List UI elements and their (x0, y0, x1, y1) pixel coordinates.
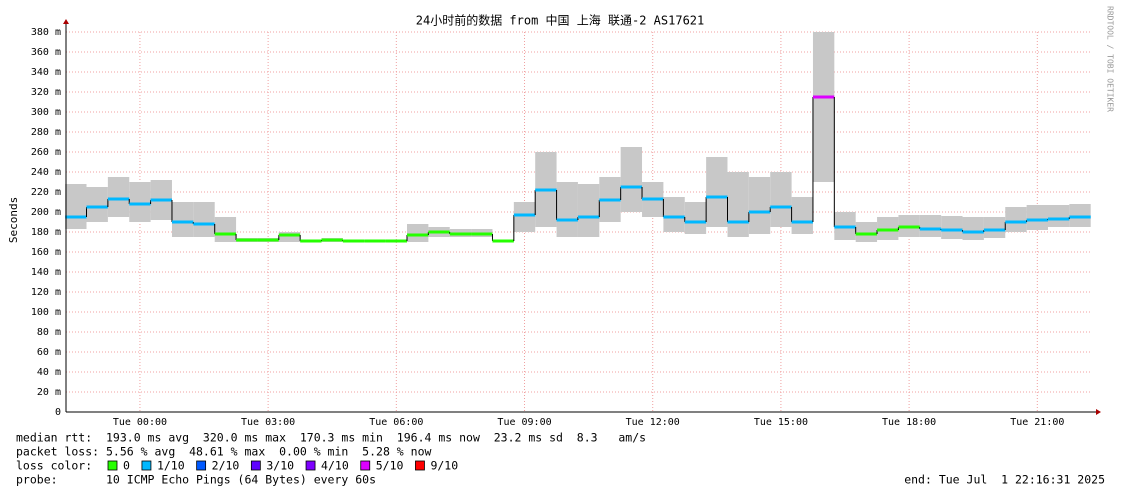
smoke-band (919, 215, 942, 237)
y-tick-label: 340 m (31, 67, 61, 78)
loss-color-label: loss color: (16, 459, 92, 473)
smoke-band (86, 187, 108, 222)
smoke-band (1005, 207, 1027, 232)
y-tick-label: 60 m (37, 347, 61, 358)
legend-label: 4/10 (321, 459, 349, 473)
legend-swatch (305, 460, 316, 471)
legend-label: 3/10 (266, 459, 294, 473)
y-tick-label: 100 m (31, 307, 61, 318)
y-tick-label: 200 m (31, 207, 61, 218)
y-tick-label: 280 m (31, 127, 61, 138)
smoke-band (278, 232, 301, 242)
smoke-band (129, 182, 151, 222)
y-tick-label: 180 m (31, 227, 61, 238)
smoke-band (770, 172, 792, 227)
smoke-band (107, 177, 130, 217)
smoke-band (65, 184, 87, 229)
axis-arrow (1096, 409, 1101, 415)
smoke-band (812, 32, 835, 182)
smoke-band (577, 184, 600, 237)
x-tick-label: Tue 09:00 (497, 417, 551, 428)
y-tick-label: 380 m (31, 27, 61, 38)
x-tick-label: Tue 12:00 (626, 417, 680, 428)
legend-label: 5/10 (376, 459, 404, 473)
legend-swatch (141, 460, 152, 471)
smoke-band (1047, 205, 1070, 227)
smoke-band (513, 202, 536, 232)
x-tick-label: Tue 06:00 (369, 417, 423, 428)
smoke-band (684, 202, 707, 234)
y-tick-label: 140 m (31, 267, 61, 278)
smoke-band (748, 177, 771, 234)
y-tick-label: 240 m (31, 167, 61, 178)
smoke-band (791, 197, 813, 234)
y-axis-label: Seconds (7, 197, 20, 243)
x-tick-label: Tue 03:00 (241, 417, 295, 428)
x-tick-label: Tue 15:00 (754, 417, 808, 428)
y-tick-label: 360 m (31, 47, 61, 58)
end-time: end: Tue Jul 1 22:16:31 2025 (904, 473, 1105, 487)
axis-arrow (63, 19, 69, 24)
chart-title: 24小时前的数据 from 中国 上海 联通-2 AS17621 (416, 13, 705, 28)
y-tick-label: 320 m (31, 87, 61, 98)
legend-swatch (250, 460, 261, 471)
y-tick-label: 80 m (37, 327, 61, 338)
y-tick-label: 160 m (31, 247, 61, 258)
y-tick-label: 300 m (31, 107, 61, 118)
plot-data (65, 32, 1091, 243)
smoke-band (941, 216, 963, 239)
legend-label: 0 (123, 459, 130, 473)
smoke-band (983, 217, 1006, 238)
y-tick-label: 120 m (31, 287, 61, 298)
stats-median: median rtt: 193.0 ms avg 320.0 ms max 17… (16, 431, 646, 445)
legend-label: 1/10 (157, 459, 185, 473)
smoke-band (193, 202, 215, 237)
smoke-band (855, 222, 878, 242)
legend-swatch (107, 460, 118, 471)
smoke-band (962, 217, 984, 240)
smoke-band (1026, 205, 1048, 230)
y-tick-label: 220 m (31, 187, 61, 198)
stats-loss: packet loss: 5.56 % avg 48.61 % max 0.00… (16, 445, 431, 459)
watermark: RRDTOOL / TOBI OETIKER (1106, 6, 1115, 112)
legend-label: 2/10 (212, 459, 240, 473)
y-tick-label: 40 m (37, 367, 61, 378)
smoke-band (620, 147, 643, 212)
legend-swatch (360, 460, 371, 471)
legend-swatch (415, 460, 425, 471)
smoke-band (407, 224, 429, 242)
smoke-band (663, 197, 685, 232)
legend-swatch (196, 460, 207, 471)
smoke-band (171, 202, 194, 237)
smoke-band (556, 182, 578, 237)
smoke-band (706, 157, 728, 227)
y-tick-label: 0 (55, 407, 61, 418)
x-tick-label: Tue 00:00 (113, 417, 167, 428)
x-tick-label: Tue 18:00 (882, 417, 936, 428)
y-tick-label: 260 m (31, 147, 61, 158)
legend-label: 9/10 (430, 459, 458, 473)
smoke-band (727, 172, 749, 237)
x-tick-label: Tue 21:00 (1010, 417, 1064, 428)
stats-probe: probe: 10 ICMP Echo Pings (64 Bytes) eve… (16, 473, 376, 487)
smoke-band (214, 217, 237, 242)
y-tick-label: 20 m (37, 387, 61, 398)
